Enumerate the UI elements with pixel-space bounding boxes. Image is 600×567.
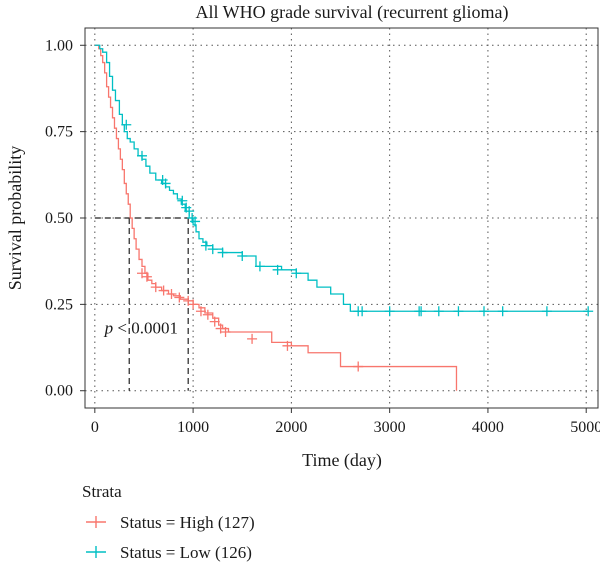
censor-mark-0-8	[195, 306, 206, 317]
y-tick-label-1: 0.25	[45, 296, 73, 313]
censor-mark-1-17	[357, 306, 368, 317]
legend-title: Strata	[82, 482, 122, 501]
censor-mark-1-0	[121, 119, 132, 130]
censor-mark-1-20	[416, 306, 427, 317]
censor-mark-0-14	[282, 340, 293, 351]
censor-mark-1-12	[237, 251, 248, 261]
y-axis-label: Survival probability	[5, 146, 25, 290]
censor-mark-1-3	[160, 178, 171, 189]
x-tick-label-0: 0	[91, 419, 99, 436]
censor-mark-1-14	[272, 264, 283, 275]
censor-mark-1-9	[200, 240, 211, 251]
y-tick-label-0: 0.00	[45, 383, 73, 400]
censor-mark-1-15	[291, 268, 302, 279]
series-line-1	[94, 44, 589, 312]
censor-mark-0-10	[209, 316, 220, 327]
plot-frame	[84, 27, 599, 409]
p-symbol: p	[104, 319, 114, 338]
censor-mark-0-3	[158, 285, 169, 296]
censor-mark-1-24	[497, 306, 508, 317]
legend-label-0: Status = High (127)	[120, 513, 255, 532]
censor-mark-1-4	[177, 195, 188, 206]
x-axis-label: Time (day)	[302, 450, 382, 471]
censor-mark-1-21	[433, 306, 444, 317]
legend-swatch-0	[86, 516, 106, 528]
series-1	[94, 44, 594, 317]
legend-swatch-1	[86, 546, 106, 558]
legend-label-1: Status = Low (126)	[120, 543, 252, 562]
chart-title: All WHO grade survival (recurrent glioma…	[195, 2, 508, 23]
censor-mark-0-12	[220, 327, 231, 337]
grid	[85, 28, 598, 408]
censor-mark-0-5	[174, 292, 185, 303]
x-tick-label-2: 2000	[275, 419, 307, 436]
censor-mark-0-1	[141, 271, 152, 282]
x-tick-label-3: 3000	[374, 419, 406, 436]
legend: Strata Status = High (127) Status = Low (…	[82, 482, 255, 562]
x-tick-label-5: 5000	[570, 419, 600, 436]
censor-mark-0-13	[247, 333, 258, 344]
y-tick-label-3: 0.75	[45, 124, 73, 141]
y-tick-label-2: 0.50	[45, 210, 73, 227]
censor-mark-1-11	[217, 247, 228, 258]
censor-mark-1-8	[190, 216, 201, 227]
censor-mark-1-22	[453, 306, 464, 317]
legend-item-0: Status = High (127)	[86, 513, 255, 532]
censor-mark-0-2	[150, 282, 161, 293]
censor-mark-1-26	[583, 306, 594, 317]
x-tick-label-4: 4000	[472, 419, 504, 436]
legend-item-1: Status = Low (126)	[86, 543, 252, 562]
censor-mark-0-4	[166, 289, 177, 299]
censor-mark-1-18	[384, 306, 395, 317]
censor-mark-0-7	[188, 299, 199, 310]
axes: 0 1000 2000 3000 4000 5000 0.00 0.25 0.50 0.75 1.0…	[45, 37, 600, 436]
censor-mark-0-15	[353, 361, 364, 372]
censor-mark-1-25	[541, 306, 552, 317]
censor-mark-1-13	[254, 261, 265, 272]
p-value-annotation: p < 0.0001	[104, 319, 178, 338]
p-value-text: < 0.0001	[113, 319, 178, 338]
censor-mark-1-6	[184, 206, 195, 217]
censor-mark-1-10	[207, 244, 218, 255]
censor-mark-1-1	[137, 150, 147, 161]
median-lines	[94, 217, 189, 391]
censor-mark-0-9	[202, 309, 213, 320]
series-line-0	[94, 44, 458, 391]
x-tick-label-1: 1000	[177, 419, 209, 436]
y-tick-label-4: 1.00	[45, 37, 73, 54]
censor-mark-1-23	[479, 306, 489, 317]
series-0	[94, 44, 458, 391]
survival-curves	[94, 44, 594, 391]
